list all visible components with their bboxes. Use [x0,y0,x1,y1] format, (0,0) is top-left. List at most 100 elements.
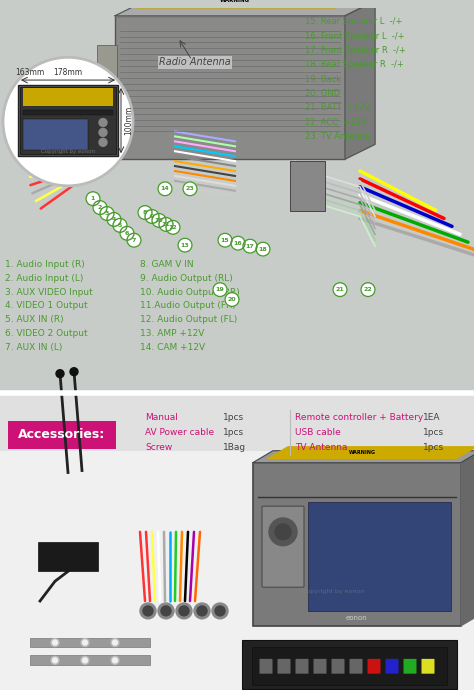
FancyBboxPatch shape [331,659,345,673]
Circle shape [112,640,118,645]
Circle shape [53,658,57,663]
Circle shape [111,656,119,664]
Text: Screw: Screw [145,443,172,452]
Text: 23: 23 [186,186,194,191]
FancyBboxPatch shape [38,542,98,571]
Circle shape [51,638,59,647]
Circle shape [152,213,166,227]
FancyBboxPatch shape [308,502,451,611]
Circle shape [212,603,228,619]
Text: 10: 10 [155,218,164,223]
FancyBboxPatch shape [262,506,304,587]
Text: 11: 11 [162,222,170,227]
Text: 13: 13 [181,243,190,248]
FancyBboxPatch shape [30,656,150,665]
Circle shape [81,638,89,647]
Text: 3. AUX VIDEO Input: 3. AUX VIDEO Input [5,288,93,297]
Text: 15: 15 [220,237,229,243]
Text: 21. BATT  +12V: 21. BATT +12V [305,104,370,112]
Circle shape [112,658,118,663]
FancyBboxPatch shape [0,395,474,690]
Circle shape [197,606,207,616]
Text: 12. Audio Output (FL): 12. Audio Output (FL) [140,315,237,324]
FancyBboxPatch shape [349,659,363,673]
Text: 1Bag: 1Bag [223,443,246,452]
Circle shape [99,139,107,146]
Text: 21: 21 [336,287,345,292]
FancyBboxPatch shape [259,659,273,673]
Text: Manual: Manual [145,413,178,422]
Circle shape [275,524,291,540]
Circle shape [81,656,89,664]
FancyBboxPatch shape [295,659,309,673]
Circle shape [100,206,114,220]
Text: 22. ACC  +12V: 22. ACC +12V [305,117,366,126]
Text: 11.Audio Output (FR): 11.Audio Output (FR) [140,302,236,310]
FancyBboxPatch shape [385,659,399,673]
Circle shape [194,603,210,619]
Text: 5. AUX IN (R): 5. AUX IN (R) [5,315,64,324]
Text: 6: 6 [125,230,129,236]
FancyBboxPatch shape [115,16,345,159]
Text: 19: 19 [216,287,224,292]
Circle shape [213,283,227,297]
Polygon shape [461,451,474,626]
Text: 1pcs: 1pcs [223,428,244,437]
Text: 8: 8 [143,210,147,215]
Circle shape [179,606,189,616]
Text: 3: 3 [105,211,109,216]
Circle shape [256,242,270,256]
Text: 163mm: 163mm [15,68,44,77]
Circle shape [145,210,159,224]
Circle shape [120,226,134,240]
Text: 4: 4 [112,217,116,222]
FancyBboxPatch shape [421,659,435,673]
Text: Radio Antenna: Radio Antenna [159,57,231,67]
Circle shape [158,603,174,619]
Text: TV Antenna: TV Antenna [295,443,347,452]
Circle shape [159,217,173,231]
Text: 22: 22 [364,287,373,292]
Text: WARNING: WARNING [348,451,375,455]
Text: 1. Audio Input (R): 1. Audio Input (R) [5,260,85,269]
FancyBboxPatch shape [8,421,116,448]
Circle shape [161,606,171,616]
Circle shape [361,283,375,297]
Text: 8. GAM V IN: 8. GAM V IN [140,260,193,269]
Text: 9: 9 [150,214,154,219]
Circle shape [231,236,245,250]
Text: Accessories:: Accessories: [18,428,106,442]
Text: Copyright by eonon: Copyright by eonon [41,149,95,154]
Circle shape [107,213,121,226]
Circle shape [218,233,232,247]
Circle shape [70,368,78,375]
Text: 14: 14 [161,186,169,191]
Text: 5: 5 [118,223,122,228]
Circle shape [3,57,133,186]
Text: 20. GND: 20. GND [305,89,340,98]
FancyBboxPatch shape [313,659,327,673]
FancyBboxPatch shape [0,451,474,690]
Circle shape [138,206,152,219]
Text: WARNING: WARNING [220,0,250,3]
FancyBboxPatch shape [0,8,474,393]
FancyBboxPatch shape [242,640,457,689]
FancyBboxPatch shape [23,119,88,150]
Text: 6. VIDEO 2 Output: 6. VIDEO 2 Output [5,329,88,338]
Text: Remote controller + Battery: Remote controller + Battery [295,413,423,422]
Text: 1pcs: 1pcs [223,413,244,422]
Text: eonon: eonon [346,615,368,621]
FancyBboxPatch shape [30,638,150,647]
Circle shape [82,640,88,645]
Text: 16: 16 [234,241,242,246]
Text: 100mm: 100mm [124,106,133,135]
FancyBboxPatch shape [23,88,113,106]
Text: 23. TV Antenna: 23. TV Antenna [305,132,370,141]
Text: 10. Audio Output (RR): 10. Audio Output (RR) [140,288,240,297]
FancyBboxPatch shape [253,462,461,626]
FancyBboxPatch shape [403,659,417,673]
Text: 9. Audio Output (RL): 9. Audio Output (RL) [140,274,233,283]
Text: 2. Audio Input (L): 2. Audio Input (L) [5,274,83,283]
FancyBboxPatch shape [20,87,116,154]
Circle shape [82,658,88,663]
